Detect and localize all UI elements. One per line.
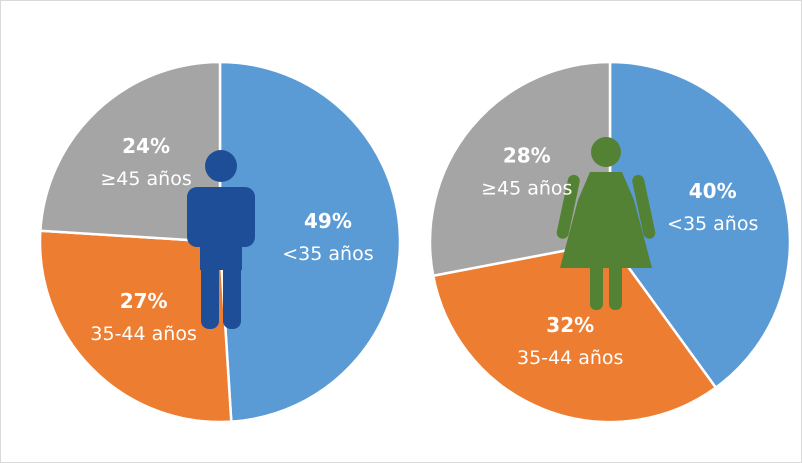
category-label: ≥45 años bbox=[100, 168, 191, 190]
value-label: 28% bbox=[503, 144, 551, 168]
category-label: ≥45 años bbox=[481, 178, 572, 200]
man-icon bbox=[187, 150, 255, 329]
pie-slice bbox=[608, 60, 792, 390]
category-label: 35-44 años bbox=[517, 347, 623, 369]
value-label: 40% bbox=[689, 179, 737, 203]
value-label: 49% bbox=[304, 209, 352, 233]
value-label: 24% bbox=[122, 134, 170, 158]
pie-slice bbox=[38, 229, 233, 424]
pie-slice bbox=[39, 60, 222, 244]
value-label: 27% bbox=[120, 289, 168, 313]
category-label: <35 años bbox=[282, 243, 373, 265]
woman-icon bbox=[556, 137, 656, 310]
category-label: <35 años bbox=[667, 213, 758, 235]
value-label: 32% bbox=[546, 313, 594, 337]
pie-slice bbox=[218, 60, 402, 423]
category-label: 35-44 años bbox=[90, 323, 196, 345]
pie-slice bbox=[431, 240, 718, 424]
